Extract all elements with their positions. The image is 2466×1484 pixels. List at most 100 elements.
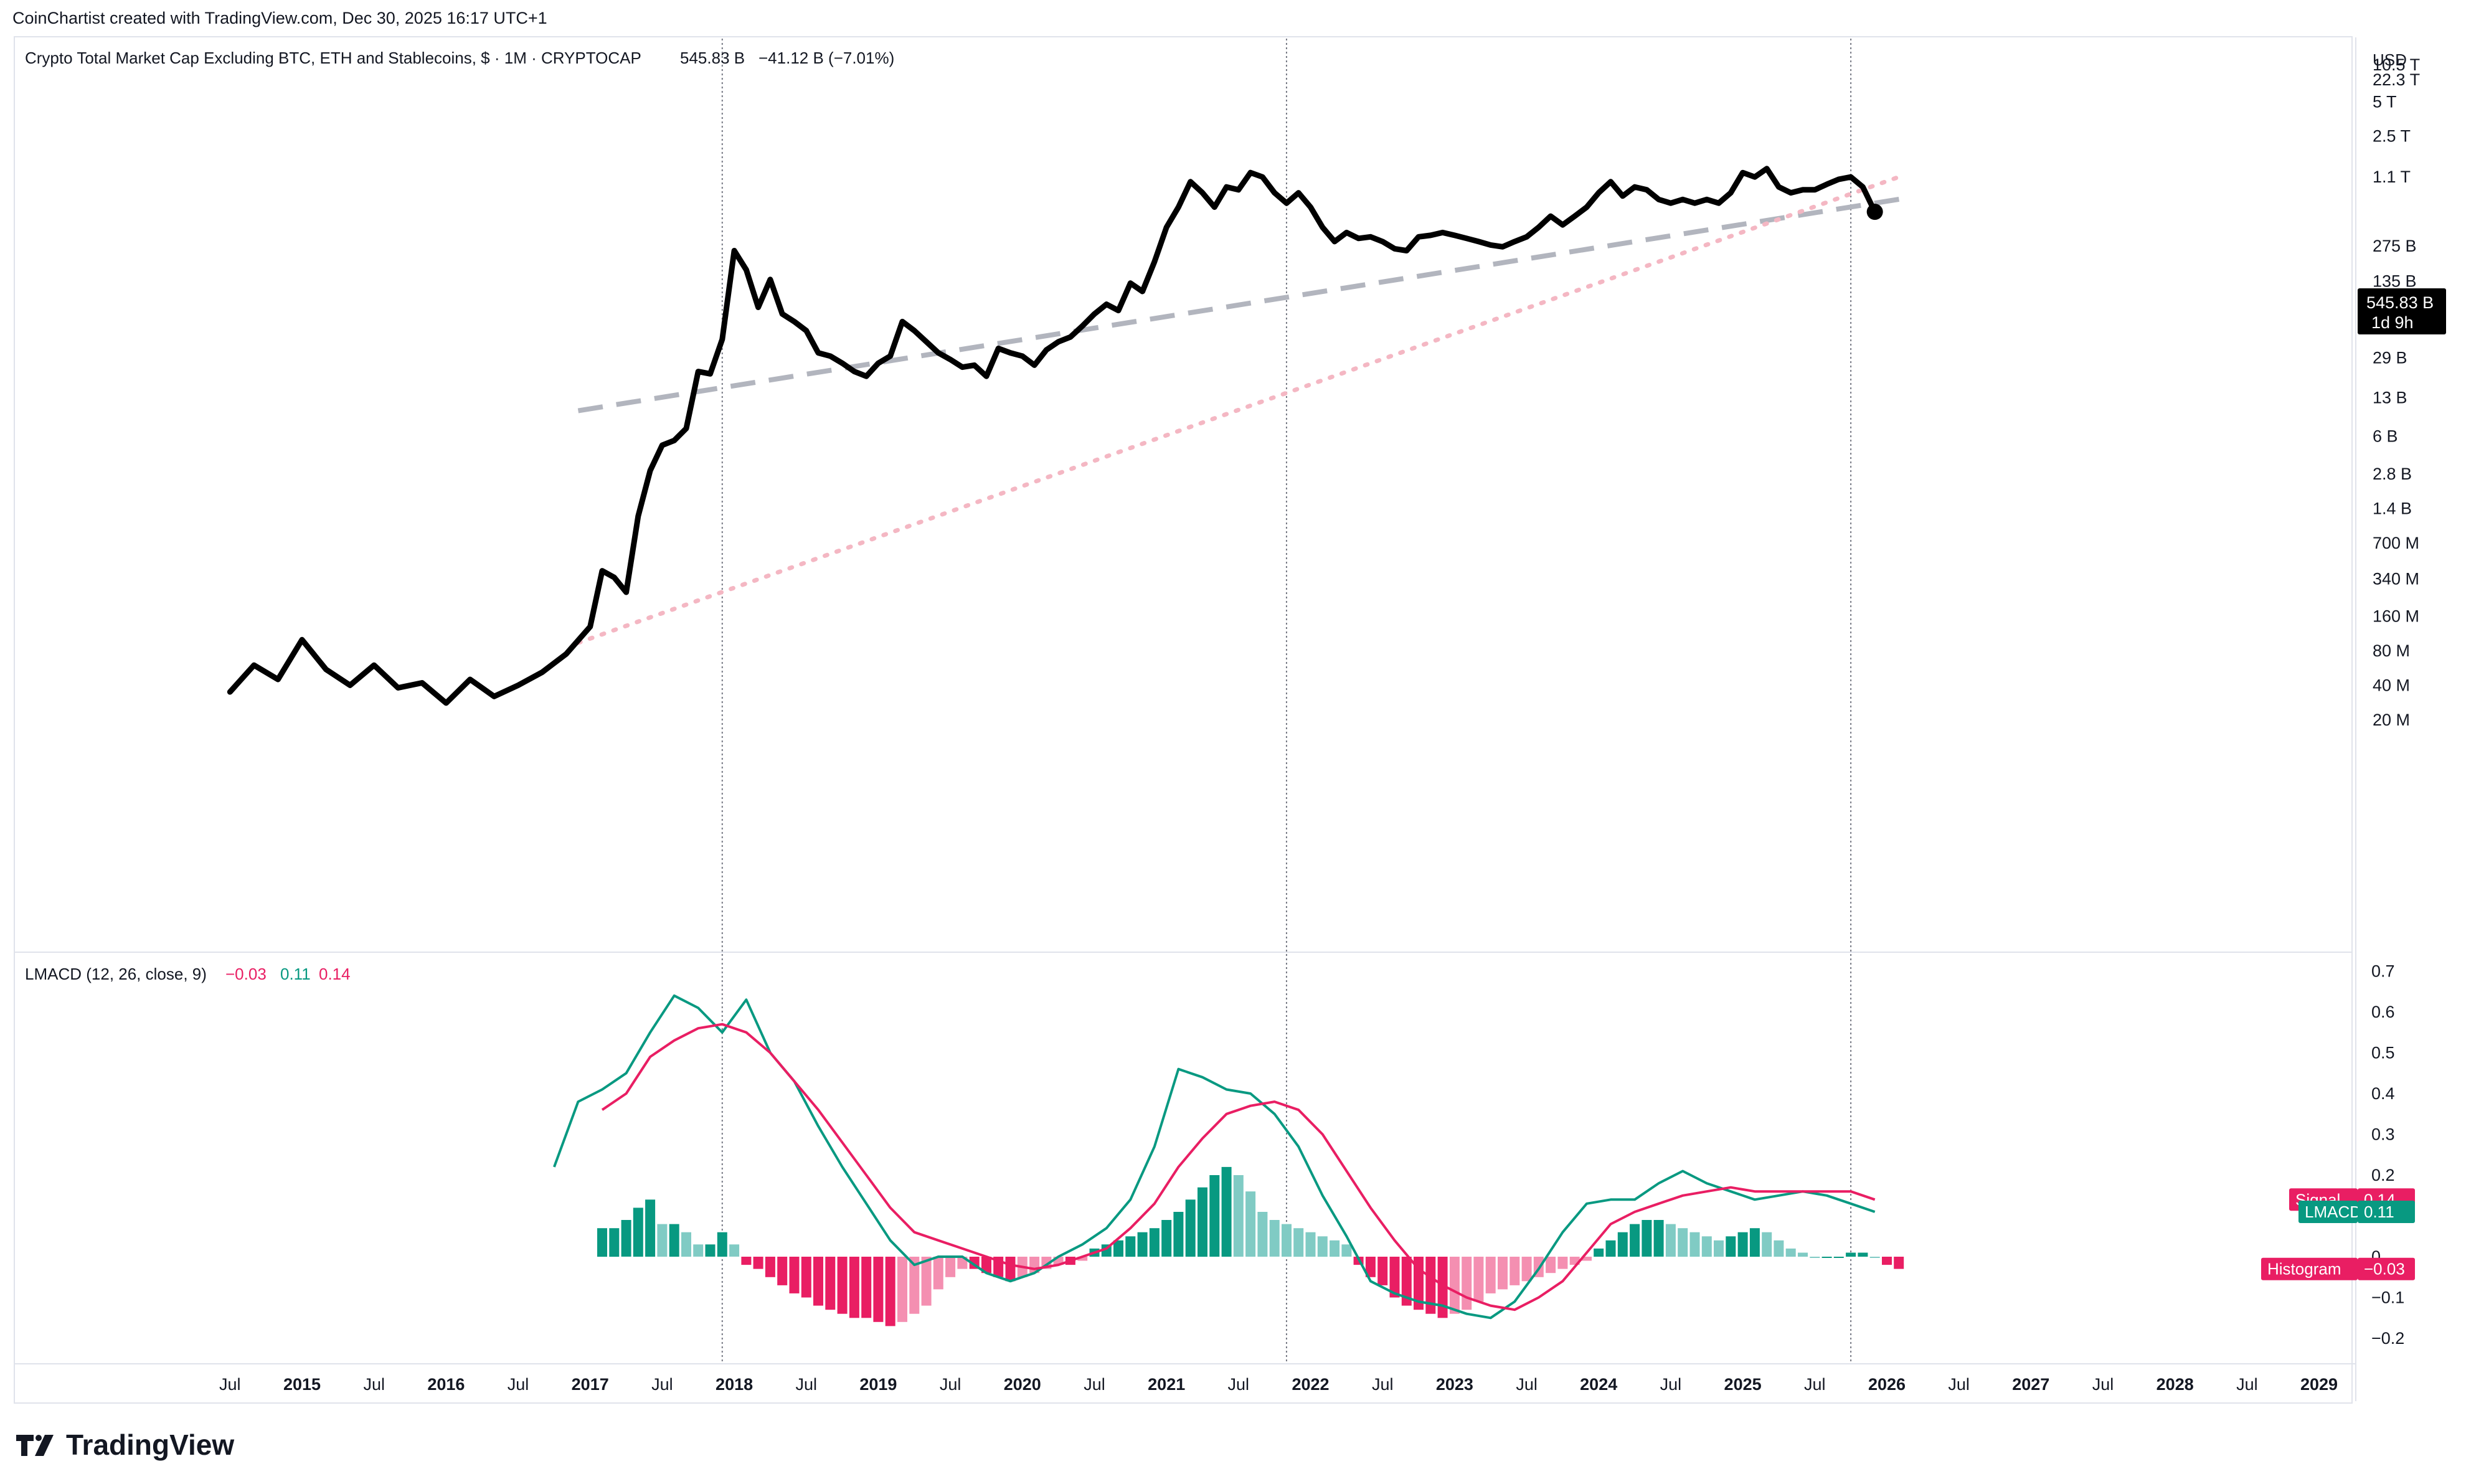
histogram-bar — [1882, 1257, 1892, 1265]
time-axis-label: Jul — [2092, 1375, 2114, 1394]
price-axis-label: 22.3 T — [2373, 70, 2420, 89]
price-axis-label: 20 M — [2373, 711, 2410, 729]
histogram-bar — [1689, 1232, 1700, 1257]
histogram-bar — [1425, 1257, 1436, 1314]
histogram-bar — [1833, 1257, 1844, 1258]
histogram-bar — [1305, 1232, 1316, 1257]
signal-line[interactable] — [601, 1023, 1876, 1311]
histogram-bar — [777, 1257, 788, 1285]
price-axis-label: 135 B — [2373, 272, 2417, 291]
tradingview-logo-text: TradingView — [66, 1429, 235, 1461]
price-line[interactable] — [227, 166, 1878, 706]
histogram-bar — [1701, 1236, 1712, 1257]
histogram-bar — [885, 1257, 895, 1326]
last-price-dot[interactable] — [1866, 204, 1883, 220]
histogram-bar — [1269, 1220, 1280, 1257]
histogram-bar — [861, 1257, 872, 1318]
time-axis-label: Jul — [363, 1375, 385, 1394]
histogram-bar — [933, 1257, 943, 1290]
price-axis-label: 5 T — [2373, 92, 2397, 111]
last-price-value: 545.83 B — [2366, 293, 2434, 312]
histogram-bar — [1714, 1240, 1724, 1257]
time-axis-label: Jul — [1660, 1375, 1682, 1394]
time-axis[interactable]: Jul 2015 Jul 2016 Jul 2017 Jul 2018 Jul 2019 Jul 20… — [219, 1375, 2338, 1394]
histogram-bar — [1257, 1212, 1268, 1257]
histogram-bar — [1582, 1257, 1592, 1261]
indicator-axis[interactable]: 0.70.60.50.40.30.20−0.1−0.2 — [2371, 962, 2404, 1348]
histogram-bar — [1557, 1257, 1568, 1269]
time-axis-label: Jul — [1084, 1375, 1105, 1394]
time-axis-label: Jul — [1804, 1375, 1826, 1394]
histogram-bar — [1653, 1220, 1664, 1257]
support-trendline — [577, 194, 1912, 414]
histogram-bar — [1161, 1220, 1172, 1257]
histogram-bar — [1798, 1252, 1808, 1257]
price-axis-label: 40 M — [2373, 676, 2410, 694]
histogram-bar — [921, 1257, 932, 1306]
histogram-bar — [1894, 1257, 1904, 1269]
indicator-axis-label: 0.2 — [2371, 1166, 2395, 1184]
time-axis-label: 2021 — [1148, 1375, 1185, 1394]
trendlines[interactable] — [575, 174, 1912, 645]
time-axis-label: 2026 — [1868, 1375, 1906, 1394]
histogram-bar — [1330, 1240, 1340, 1257]
indicator-tag-name: LMACD — [2305, 1203, 2361, 1221]
histogram-bar — [1726, 1236, 1736, 1257]
time-axis-label: 2023 — [1436, 1375, 1473, 1394]
histogram-bar — [873, 1257, 884, 1322]
histogram-bar — [1846, 1252, 1856, 1257]
histogram-bar — [1185, 1199, 1196, 1257]
time-axis-label: Jul — [1948, 1375, 1970, 1394]
vertical-markers — [721, 39, 1852, 1363]
legend-price: 545.83 B — [680, 49, 745, 67]
histogram-bar — [645, 1199, 656, 1257]
histogram-bar — [741, 1257, 752, 1265]
time-axis-label: 2018 — [716, 1375, 753, 1394]
price-axis-label: 1.1 T — [2373, 168, 2411, 186]
indicator-legend-macd: 0.11 — [280, 965, 311, 983]
histogram-bar — [1221, 1166, 1232, 1257]
histogram-bar — [849, 1257, 859, 1318]
histogram-bar — [717, 1232, 727, 1257]
histogram-bar — [1774, 1240, 1784, 1257]
histogram-bar — [1341, 1244, 1352, 1257]
histogram-bar — [1858, 1252, 1868, 1257]
histogram-bar — [801, 1257, 811, 1298]
last-price-countdown: 1d 9h — [2371, 313, 2414, 332]
lmacd-line[interactable] — [553, 994, 1876, 1320]
histogram-bar — [1389, 1257, 1400, 1298]
indicator-axis-label: −0.2 — [2371, 1329, 2404, 1348]
histogram-bar — [681, 1232, 691, 1257]
histogram-bar — [1762, 1232, 1772, 1257]
price-axis-label: 2.5 T — [2373, 127, 2411, 146]
histogram-bar — [1209, 1175, 1220, 1257]
histogram-bar — [825, 1257, 836, 1310]
time-axis-label: 2022 — [1292, 1375, 1329, 1394]
indicator-axis-label: 0.4 — [2371, 1084, 2395, 1103]
time-axis-label: 2025 — [1724, 1375, 1762, 1394]
histogram-bar — [1665, 1224, 1676, 1257]
price-axis-label: 700 M — [2373, 534, 2419, 552]
last-price-label: 545.83 B 1d 9h — [2358, 288, 2446, 334]
histogram-bar — [1077, 1257, 1088, 1261]
histogram-bar — [945, 1257, 956, 1277]
time-axis-label: 2029 — [2300, 1375, 2338, 1394]
histogram-bar — [609, 1228, 620, 1257]
histogram-bar — [1509, 1257, 1520, 1285]
time-axis-label: Jul — [2236, 1375, 2258, 1394]
legend-title: Crypto Total Market Cap Excluding BTC, E… — [25, 49, 641, 67]
indicator-legend-name: LMACD (12, 26, close, 9) — [25, 965, 207, 983]
histogram-bar — [1737, 1232, 1748, 1257]
time-axis-label: Jul — [1228, 1375, 1250, 1394]
histogram-bar — [1282, 1224, 1292, 1257]
histogram-bar — [765, 1257, 775, 1277]
tradingview-logo[interactable]: TradingView — [15, 1426, 234, 1463]
currency-label[interactable]: USD — [2373, 50, 2407, 69]
histogram-bar — [1149, 1228, 1160, 1257]
price-axis-label: 29 B — [2373, 349, 2407, 367]
histogram-bar — [1617, 1232, 1628, 1257]
indicator-axis-label: −0.1 — [2371, 1288, 2404, 1307]
